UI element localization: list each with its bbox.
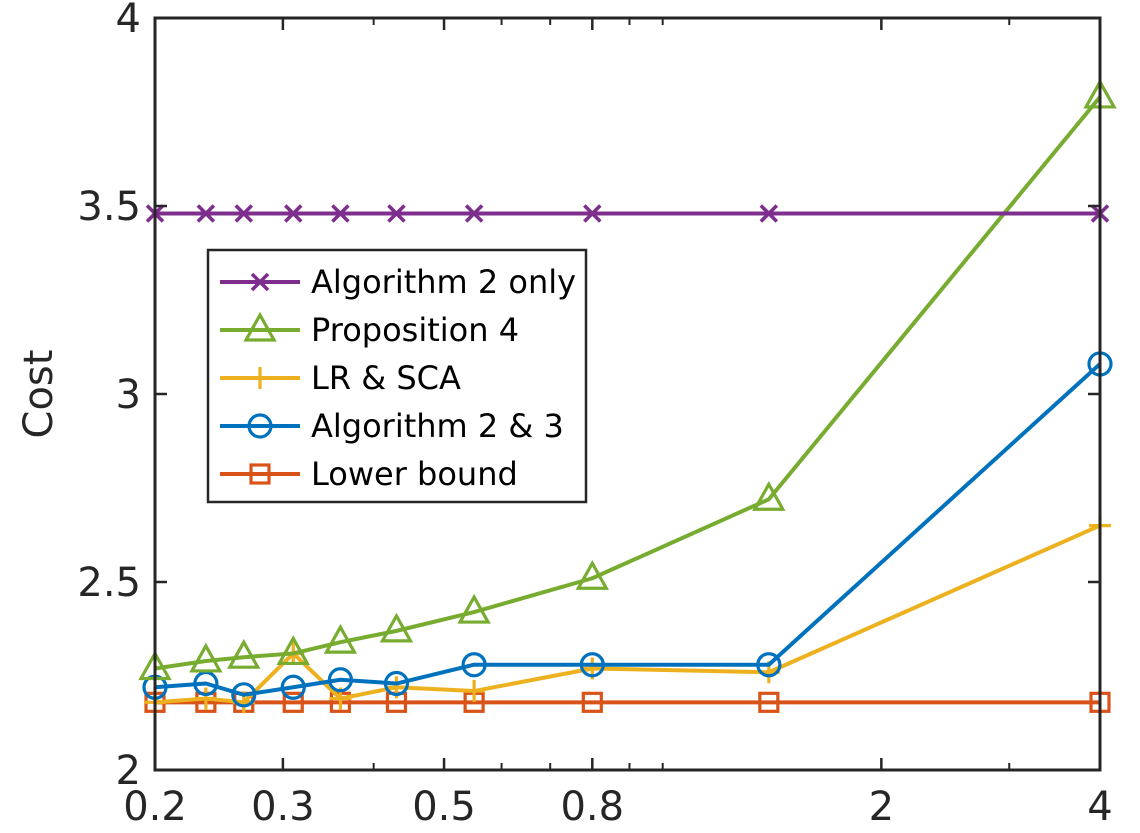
x-tick-label: 0.3 <box>251 784 315 830</box>
legend-marker <box>247 413 273 439</box>
data-point <box>579 652 605 678</box>
data-point <box>196 204 216 223</box>
legend-label: LR & SCA <box>311 359 461 397</box>
data-point <box>383 670 410 697</box>
data-point <box>189 642 223 673</box>
data-point <box>323 623 358 654</box>
legend-entry: LR & SCA <box>220 359 461 397</box>
x-tick-label: 2 <box>869 784 894 830</box>
y-tick-label: 2.5 <box>77 560 141 606</box>
data-point <box>331 204 350 223</box>
y-tick-label: 3.5 <box>77 184 141 230</box>
data-point <box>387 204 406 223</box>
legend-entry: Proposition 4 <box>220 311 519 349</box>
data-point <box>756 652 782 678</box>
x-tick-label: 0.2 <box>123 784 187 830</box>
series-proposition-4 <box>138 78 1117 681</box>
series-line <box>154 95 1102 671</box>
data-point <box>234 204 254 223</box>
x-tick-label: 4 <box>1087 784 1112 830</box>
data-point <box>283 204 303 223</box>
series-algorithm-2-3 <box>142 351 1113 708</box>
series-layer <box>138 78 1117 714</box>
data-point <box>231 682 257 708</box>
series-line <box>154 523 1101 705</box>
axes-layer: 0.2 0.3 0.5 0.8 2 4 2 2.5 3 3.5 4 <box>77 0 1112 830</box>
data-point <box>758 691 780 713</box>
legend-label: Lower bound <box>311 455 518 493</box>
legend-marker <box>250 272 270 292</box>
legend-entry: Algorithm 2 only <box>220 263 576 301</box>
legend-label: Proposition 4 <box>311 311 519 349</box>
legend-entry: Algorithm 2 & 3 <box>220 407 564 445</box>
y-tick-label: 3 <box>116 372 141 418</box>
data-point <box>280 674 306 700</box>
legend-marker <box>249 463 271 485</box>
y-tick-label: 4 <box>116 0 141 42</box>
data-point <box>759 204 779 223</box>
x-tick-label: 0.5 <box>412 784 476 830</box>
data-point <box>461 652 487 678</box>
y-tick-label: 2 <box>116 748 141 794</box>
legend-marker <box>249 367 271 389</box>
data-point <box>583 204 602 223</box>
y-axis-label: Cost <box>16 350 62 439</box>
series-line <box>154 362 1102 697</box>
data-point <box>282 691 304 713</box>
data-point <box>276 635 310 666</box>
data-point <box>752 481 786 511</box>
data-point <box>227 638 261 669</box>
data-point <box>464 204 484 223</box>
legend-marker <box>243 311 277 342</box>
data-point <box>327 667 354 693</box>
legend-label: Algorithm 2 only <box>311 263 576 301</box>
data-point <box>194 687 217 710</box>
data-point <box>457 593 491 624</box>
x-tick-label: 0.8 <box>560 784 624 830</box>
data-point <box>575 559 610 590</box>
legend: Algorithm 2 only Proposition 4 LR & SCA Alg… <box>206 248 588 504</box>
legend-entry: Lower bound <box>220 455 518 493</box>
data-point <box>463 680 486 703</box>
data-point <box>581 691 603 713</box>
data-point <box>379 612 414 643</box>
legend-label: Algorithm 2 & 3 <box>311 407 564 445</box>
